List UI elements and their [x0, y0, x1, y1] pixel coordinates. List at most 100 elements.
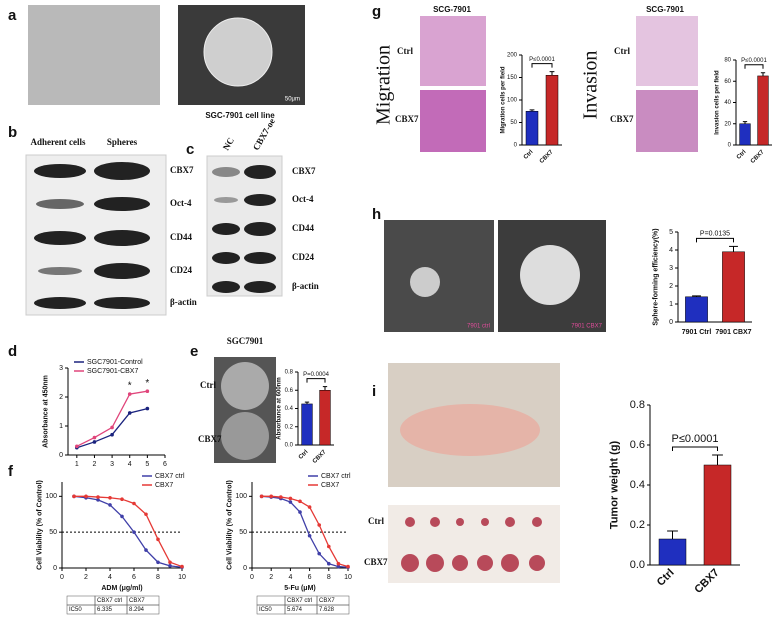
y-tick-label: 60	[724, 79, 731, 85]
column-label: NC	[221, 136, 236, 152]
y-tick-label: 100	[235, 493, 247, 500]
row-label: CD24	[170, 265, 192, 275]
y-tick-label: 150	[507, 75, 518, 81]
x-tick-label: 8	[156, 574, 160, 581]
series-line	[261, 495, 349, 568]
y-axis-label: Invasion cells per field	[714, 70, 720, 135]
y-tick-label: 0.0	[285, 443, 294, 449]
table-cell	[126, 604, 160, 615]
annotation: P≤0.0001	[529, 57, 555, 63]
table-header: CBX7	[129, 598, 145, 604]
marker	[145, 389, 150, 394]
bracket	[306, 378, 326, 383]
section-title: Invasion	[580, 51, 602, 120]
annotation: P≤0.0001	[741, 58, 767, 64]
x-tick-label: 6	[132, 574, 136, 581]
marker	[317, 551, 322, 556]
marker	[307, 533, 312, 538]
y-tick-label: 200	[507, 53, 518, 59]
x-tick-label: 2	[269, 574, 273, 581]
legend-label: CBX7 ctrl	[155, 473, 185, 480]
x-tick-label: 6	[163, 461, 167, 468]
row-label: CD44	[292, 223, 314, 233]
marker	[269, 494, 274, 499]
y-tick-label: 0.8	[285, 370, 294, 376]
marker	[96, 498, 100, 502]
panel-label: a	[8, 7, 17, 24]
bar	[703, 464, 732, 566]
column-label: CBX7-oe	[251, 117, 277, 152]
y-tick-label: 5	[669, 229, 673, 236]
marker	[127, 392, 132, 396]
y-tick-label: 100	[45, 493, 57, 500]
marker	[132, 501, 136, 506]
y-tick-label: 50	[510, 120, 517, 126]
annotation: *	[128, 381, 132, 392]
x-tick-label: 4	[128, 461, 132, 468]
marker	[108, 503, 112, 507]
series-line	[73, 495, 183, 568]
y-tick-label: 0.2	[285, 424, 294, 430]
bracket	[744, 64, 764, 69]
y-tick-label: 50	[239, 529, 247, 536]
panel-label: e	[190, 343, 198, 360]
marker	[127, 411, 132, 415]
marker	[145, 406, 150, 411]
bar	[658, 538, 687, 566]
plate	[221, 362, 269, 410]
bar	[301, 403, 313, 446]
tumor-photo	[388, 505, 560, 583]
row-label: CD24	[292, 252, 314, 262]
marker	[259, 494, 264, 499]
y-axis-label: Tumor weight (g)	[609, 440, 621, 529]
y-tick-label: 0	[59, 452, 63, 459]
marker	[156, 560, 160, 565]
x-tick-label: 3	[110, 461, 114, 468]
marker	[92, 440, 97, 444]
marker	[346, 564, 350, 569]
row-label: CBX7	[198, 434, 222, 444]
bar	[525, 111, 539, 146]
x-tick-label: CBX7	[692, 567, 721, 596]
micrograph	[636, 16, 698, 86]
x-tick-label: CBX7	[312, 449, 328, 465]
cell-line: SCG-7901	[433, 5, 471, 14]
section-title: Migration	[373, 45, 395, 125]
y-tick-label: 0	[53, 565, 57, 572]
x-tick-label: 2	[93, 461, 97, 468]
table-row-label: IC50	[259, 607, 272, 613]
x-tick-label: 7901 Ctrl	[682, 329, 712, 336]
sphere	[520, 245, 580, 305]
panel-label: f	[8, 463, 14, 480]
table-cell	[256, 595, 286, 606]
panel-label: i	[372, 383, 376, 400]
row-label: CBX7	[364, 557, 388, 567]
bar	[739, 123, 751, 146]
y-tick-label: 0.8	[630, 399, 645, 411]
marker	[288, 500, 293, 504]
sphere	[410, 267, 440, 297]
x-tick-label: 0	[60, 574, 64, 581]
bar	[722, 251, 745, 323]
cell-line: SCG-7901	[646, 5, 684, 14]
x-tick-label: 7901 CBX7	[715, 329, 751, 336]
row-label: Ctrl	[614, 46, 630, 56]
x-tick-label: Ctrl	[736, 149, 748, 161]
marker	[327, 544, 331, 549]
marker	[307, 505, 312, 509]
plate	[221, 412, 269, 460]
y-axis-label: Cell Viability (% of Control)	[226, 480, 233, 570]
marker	[84, 494, 88, 499]
marker	[92, 435, 97, 440]
y-tick-label: 0.4	[285, 406, 294, 412]
y-axis-label: Absorbance at 600nm	[276, 377, 282, 439]
caption: SGC-7901 cell line	[205, 111, 275, 120]
table-cell	[316, 604, 350, 615]
legend-label: CBX7 ctrl	[321, 473, 351, 480]
x-tick-label: 8	[327, 574, 331, 581]
legend-label: SGC7901-CBX7	[87, 368, 138, 375]
marker	[168, 560, 172, 565]
x-tick-label: 0	[250, 574, 254, 581]
x-axis-label: ADM (μg/ml)	[101, 585, 142, 592]
